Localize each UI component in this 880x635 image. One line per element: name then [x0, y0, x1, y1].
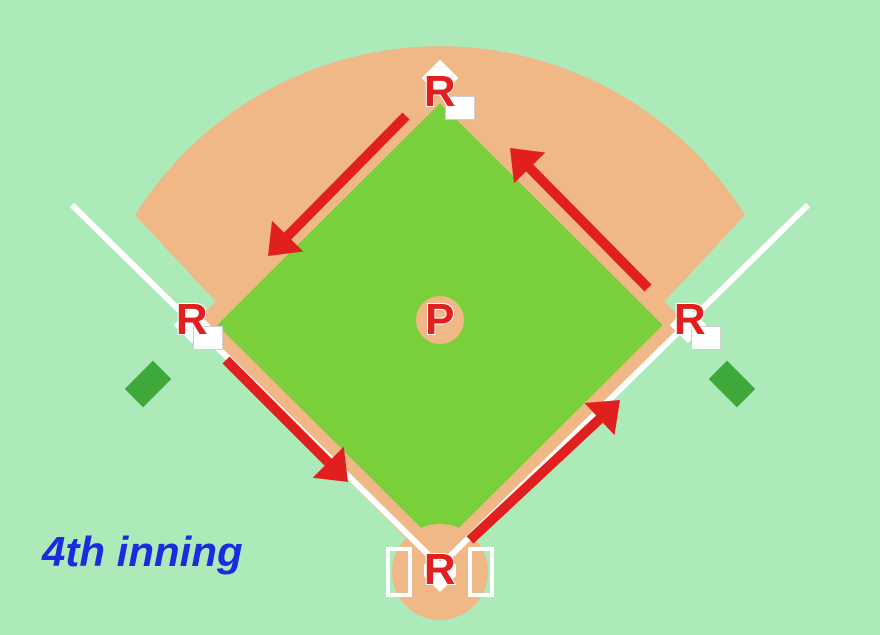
- inning-caption: 4th inning: [42, 528, 243, 576]
- marker-R-second: R: [424, 67, 456, 117]
- marker-R-first: R: [674, 295, 706, 345]
- marker-R-third: R: [176, 295, 208, 345]
- marker-R-home: R: [424, 545, 456, 595]
- marker-P-pitch: P: [425, 295, 455, 345]
- diagram-stage: R R R R P 4th inning: [0, 0, 880, 635]
